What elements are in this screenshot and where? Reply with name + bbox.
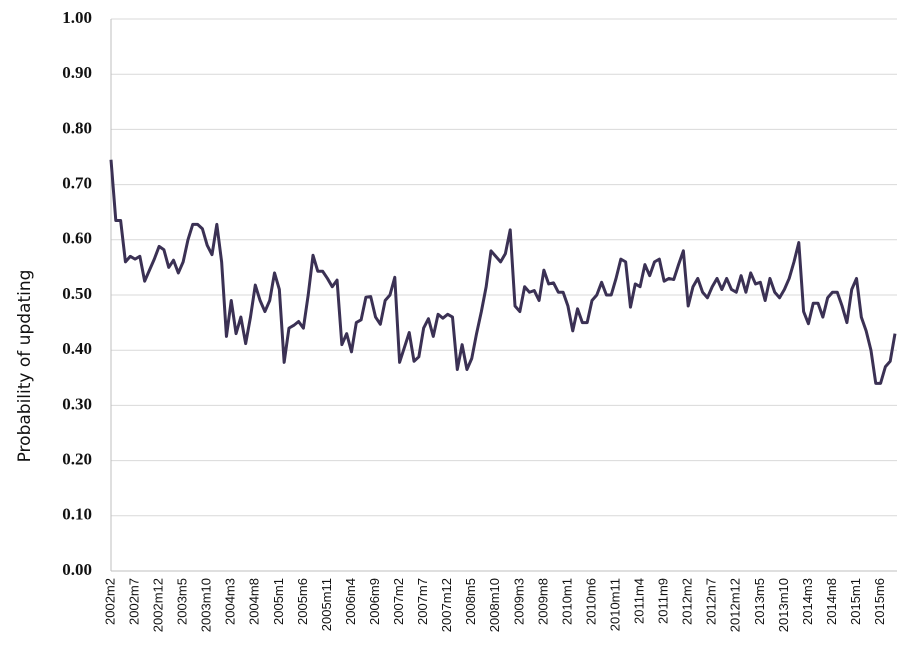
y-tick-label: 0.50 bbox=[62, 284, 92, 303]
x-tick-label: 2005m1 bbox=[271, 578, 286, 625]
x-tick-label: 2006m9 bbox=[367, 578, 382, 625]
x-tick-label: 2013m10 bbox=[776, 578, 791, 632]
y-tick-label: 0.30 bbox=[62, 394, 92, 413]
y-tick-label: 0.90 bbox=[62, 63, 92, 82]
x-tick-label: 2003m5 bbox=[175, 578, 190, 625]
y-tick-label: 0.20 bbox=[62, 450, 92, 469]
y-tick-label: 0.70 bbox=[62, 174, 92, 193]
x-tick-label: 2014m3 bbox=[800, 578, 815, 625]
x-tick-label: 2009m3 bbox=[511, 578, 526, 625]
y-tick-label: 0.00 bbox=[62, 560, 92, 579]
x-tick-label: 2002m12 bbox=[151, 578, 166, 632]
x-tick-label: 2012m2 bbox=[680, 578, 695, 625]
x-tick-label: 2008m10 bbox=[487, 578, 502, 632]
x-tick-label: 2004m3 bbox=[223, 578, 238, 625]
x-tick-label: 2012m7 bbox=[704, 578, 719, 625]
x-tick-label: 2013m5 bbox=[752, 578, 767, 625]
x-tick-label: 2003m10 bbox=[199, 578, 214, 632]
y-tick-label: 0.60 bbox=[62, 229, 92, 248]
x-tick-label: 2002m7 bbox=[126, 578, 141, 625]
x-tick-label: 2014m8 bbox=[824, 578, 839, 625]
x-tick-label: 2011m4 bbox=[632, 578, 647, 624]
x-tick-label: 2007m12 bbox=[439, 578, 454, 632]
x-tick-label: 2010m11 bbox=[607, 578, 622, 631]
y-tick-label: 0.40 bbox=[62, 339, 92, 358]
x-tick-label: 2010m1 bbox=[559, 578, 574, 625]
y-tick-label: 0.80 bbox=[62, 118, 92, 137]
x-tick-label: 2006m4 bbox=[343, 578, 358, 625]
x-tick-label: 2011m9 bbox=[656, 578, 671, 624]
x-tick-label: 2007m2 bbox=[391, 578, 406, 625]
x-tick-label: 2010m6 bbox=[583, 578, 598, 625]
x-tick-label: 2005m11 bbox=[319, 578, 334, 631]
data-line bbox=[109, 159, 897, 385]
x-tick-label: 2015m6 bbox=[872, 578, 887, 625]
x-tick-label: 2012m12 bbox=[728, 578, 743, 632]
x-tick-label: 2004m8 bbox=[247, 578, 262, 625]
y-tick-label: 1.00 bbox=[62, 8, 92, 27]
x-tick-label: 2015m1 bbox=[848, 578, 863, 625]
x-tick-label: 2005m6 bbox=[295, 578, 310, 625]
x-tick-label: 2002m2 bbox=[102, 578, 117, 625]
x-tick-label: 2007m7 bbox=[415, 578, 430, 625]
x-tick-label: 2009m8 bbox=[535, 578, 550, 625]
y-tick-label: 0.10 bbox=[62, 505, 92, 524]
x-tick-label: 2008m5 bbox=[463, 578, 478, 625]
y-axis-label: Probability of updating bbox=[15, 270, 35, 463]
